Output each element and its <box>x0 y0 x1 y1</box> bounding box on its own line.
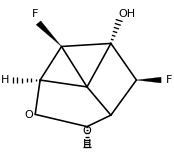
Text: O: O <box>83 126 91 136</box>
Text: OH: OH <box>118 9 135 19</box>
Text: O: O <box>25 110 33 120</box>
Text: F: F <box>166 75 172 85</box>
Text: F: F <box>32 9 38 19</box>
Polygon shape <box>136 77 161 83</box>
Polygon shape <box>36 21 62 47</box>
Text: H: H <box>83 140 91 150</box>
Text: H: H <box>1 75 10 85</box>
